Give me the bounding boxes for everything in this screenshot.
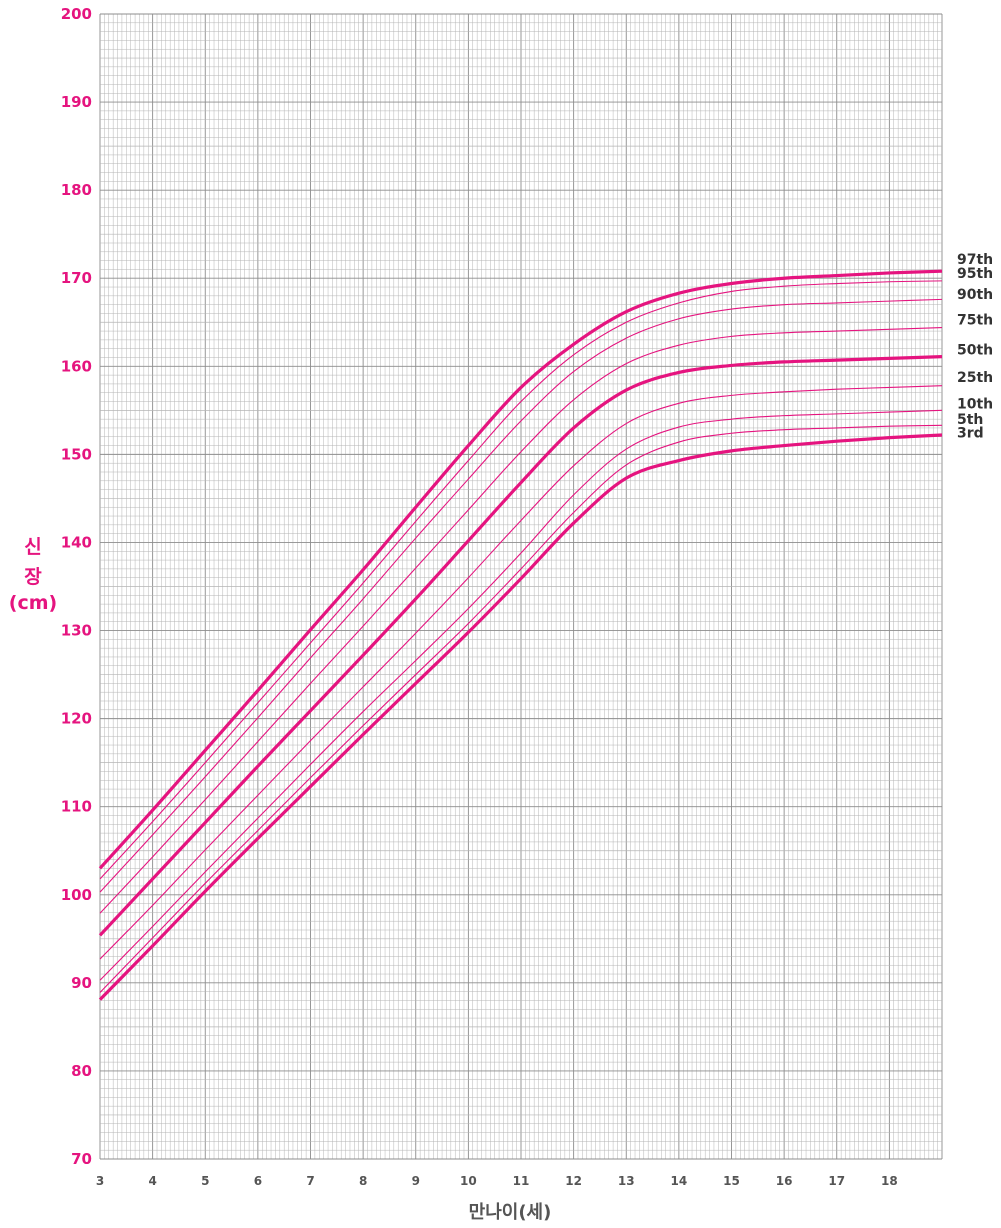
y-tick-label: 200: [61, 5, 92, 23]
y-tick-label: 120: [61, 710, 92, 728]
x-tick-label: 6: [254, 1174, 262, 1188]
x-tick-label: 13: [618, 1174, 635, 1188]
y-tick-label: 150: [61, 445, 92, 463]
y-axis-ticks: 70 80 90 100 110 120 130 140 150 160 170 180 190 200: [61, 5, 92, 1168]
curve-3rd: [98, 433, 943, 1001]
y-axis-label: 신 장 (cm): [9, 536, 57, 614]
percentile-label-95th: 95th: [957, 266, 993, 282]
x-axis-label: 만나이(세): [469, 1202, 552, 1223]
x-tick-label: 5: [201, 1174, 209, 1188]
percentile-label-10th: 10th: [957, 396, 993, 412]
percentile-label-50th: 50th: [957, 343, 993, 359]
y-tick-label: 70: [71, 1150, 92, 1168]
x-tick-label: 7: [306, 1174, 314, 1188]
x-tick-label: 9: [412, 1174, 420, 1188]
percentile-label-3rd: 3rd: [957, 425, 984, 441]
percentile-label-75th: 75th: [957, 313, 993, 329]
x-tick-label: 18: [881, 1174, 898, 1188]
percentile-label-97th: 97th: [957, 252, 993, 268]
y-tick-label: 190: [61, 93, 92, 111]
curve-75th: [99, 327, 943, 914]
percentile-curves: [98, 269, 943, 1001]
curve-10th: [99, 409, 943, 981]
y-tick-label: 180: [61, 181, 92, 199]
x-tick-label: 17: [828, 1174, 845, 1188]
curve-50th: [98, 355, 943, 937]
curve-95th: [99, 280, 943, 880]
curve-90th: [99, 298, 943, 893]
y-tick-label: 160: [61, 357, 92, 375]
y-axis-label-line: 신: [24, 536, 41, 558]
y-axis-label-line: (cm): [9, 592, 57, 614]
y-tick-label: 90: [71, 974, 92, 992]
x-tick-label: 14: [671, 1174, 688, 1188]
x-tick-label: 10: [460, 1174, 477, 1188]
x-axis-ticks: 3 4 5 6 7 8 9 10 11 12 13 14 15 16 17 18: [96, 1174, 898, 1188]
y-tick-label: 100: [61, 886, 92, 904]
x-tick-label: 11: [513, 1174, 530, 1188]
x-tick-label: 15: [723, 1174, 740, 1188]
y-tick-label: 110: [61, 798, 92, 816]
y-axis-label-line: 장: [24, 566, 42, 588]
y-tick-label: 80: [71, 1062, 92, 1080]
percentile-label-25th: 25th: [957, 370, 993, 386]
x-tick-label: 4: [148, 1174, 156, 1188]
percentile-label-90th: 90th: [957, 287, 993, 303]
y-tick-label: 140: [61, 533, 92, 551]
curve-5th: [99, 424, 943, 993]
x-tick-label: 8: [359, 1174, 367, 1188]
y-tick-label: 130: [61, 622, 92, 640]
x-tick-label: 3: [96, 1174, 104, 1188]
x-tick-label: 16: [776, 1174, 793, 1188]
curve-97th: [98, 269, 943, 870]
grid: [99, 13, 943, 1160]
x-tick-label: 12: [565, 1174, 582, 1188]
percentile-label-5th: 5th: [957, 412, 983, 428]
curve-25th: [99, 385, 943, 960]
y-tick-label: 170: [61, 269, 92, 287]
